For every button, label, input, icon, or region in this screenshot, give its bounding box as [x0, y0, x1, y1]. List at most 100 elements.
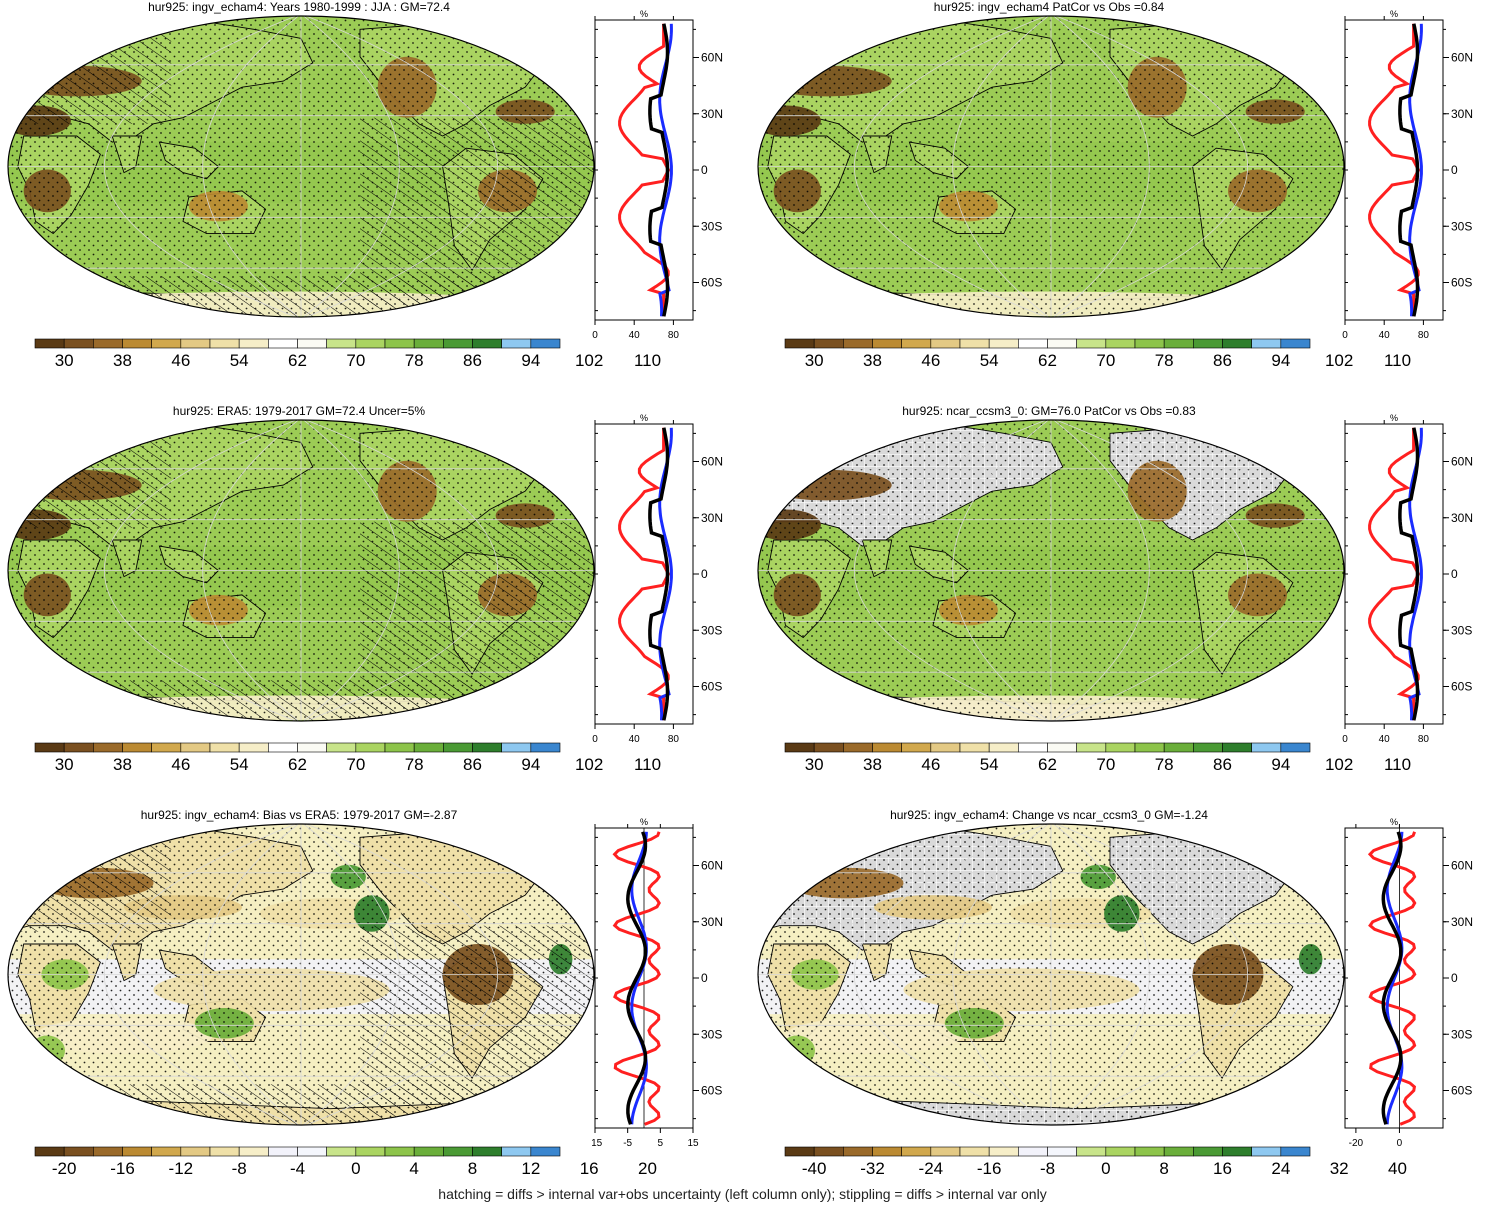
colorbar-label: 78: [1154, 351, 1174, 370]
zonal-unit: %: [640, 817, 648, 827]
colorbar-label: 16: [1213, 1159, 1232, 1178]
zonal-xtick-label: 0: [1342, 330, 1348, 341]
panel-title: hur925: ncar_ccsm3_0: GM=76.0 PatCor vs …: [902, 404, 1196, 418]
colorbar-swatch: [326, 742, 357, 753]
zonal-xtick-label: 15: [687, 1138, 699, 1149]
zonal-ytick-label: 30S: [1451, 623, 1472, 637]
colorbar-label: 110: [1383, 351, 1412, 370]
zonal-unit: %: [1390, 413, 1398, 423]
map-panel: [7, 15, 595, 318]
colorbar-swatch: [1018, 338, 1048, 349]
colorbar-swatch: [1163, 338, 1194, 349]
zonal-ytick-label: 60S: [1451, 680, 1472, 694]
colorbar-swatch: [501, 742, 532, 753]
colorbar-swatch: [472, 338, 502, 349]
colorbar-swatch: [297, 338, 327, 349]
colorbar-label: 78: [404, 351, 424, 370]
colorbar-swatch: [34, 1146, 65, 1157]
colorbar-swatch: [93, 742, 123, 753]
colorbar-label: 78: [404, 755, 424, 774]
colorbar-swatch: [268, 338, 298, 349]
zonal-line-blue: [658, 427, 673, 721]
colorbar-swatch: [238, 742, 269, 753]
colorbar-label: 38: [863, 755, 882, 774]
colorbar-swatch: [1222, 338, 1252, 349]
colorbar-swatch: [784, 1146, 815, 1157]
zonal-xtick-label: 40: [1379, 330, 1391, 341]
colorbar-swatch: [1105, 338, 1136, 349]
zonal-ytick-label: 0: [1451, 567, 1458, 581]
colorbar-label: 54: [229, 755, 249, 774]
colorbar-label: 110: [633, 351, 662, 370]
colorbar-label: -24: [918, 1159, 944, 1178]
zonal-ytick-label: 30N: [701, 915, 723, 929]
colorbar-swatch: [180, 1146, 211, 1157]
colorbar-swatch: [443, 742, 473, 753]
colorbar-swatch: [501, 338, 532, 349]
panel-title: hur925: ingv_echam4: Change vs ncar_ccsm…: [890, 808, 1208, 822]
colorbar-label: 62: [288, 755, 307, 774]
colorbar-label: 40: [1388, 1159, 1407, 1178]
zonal-line-black: [626, 831, 648, 1125]
panel-title: hur925: ingv_echam4 PatCor vs Obs =0.84: [933, 0, 1165, 14]
colorbar-swatch: [413, 1146, 444, 1157]
colorbar-swatch: [1105, 742, 1136, 753]
colorbar-label: -12: [168, 1159, 194, 1178]
colorbar-label: 38: [113, 755, 132, 774]
panel-5: hur925: ingv_echam4: Bias vs ERA5: 1979-…: [0, 808, 742, 1212]
zonal-mean-profile: % 60N 30N 0 30S 60S 0 40 80: [592, 413, 723, 745]
colorbar-label: 102: [574, 755, 604, 774]
colorbar-swatch: [384, 742, 415, 753]
colorbar-label: 0: [351, 1159, 361, 1178]
zonal-ytick-label: 0: [1451, 163, 1458, 177]
colorbar-swatch: [1280, 338, 1311, 349]
zonal-ytick-label: 60N: [701, 859, 723, 873]
zonal-mean-profile: % 60N 30N 0 30S 60S -20 0: [1344, 817, 1473, 1149]
colorbar-swatch: [122, 338, 152, 349]
zonal-mean-profile: % 60N 30N 0 30S 60S 0 40 80: [1342, 413, 1473, 745]
colorbar-swatch: [813, 742, 844, 753]
land-greenland: [500, 19, 550, 46]
colorbar-swatch: [872, 1146, 902, 1157]
colorbar-swatch: [209, 1146, 240, 1157]
colorbar-label: -4: [289, 1159, 306, 1178]
colorbar-swatch: [872, 742, 902, 753]
colorbar-swatch: [1018, 742, 1048, 753]
colorbar-swatch: [443, 338, 473, 349]
zonal-unit: %: [1390, 817, 1398, 827]
colorbar-swatch: [1251, 1146, 1282, 1157]
colorbar-swatch: [151, 1146, 182, 1157]
colorbar-label: 86: [1213, 755, 1232, 774]
colorbar-swatch: [784, 742, 815, 753]
colorbar: [784, 1146, 1311, 1157]
colorbar-label: 78: [1154, 755, 1174, 774]
colorbar-swatch: [209, 338, 240, 349]
colorbar-label: 0: [1101, 1159, 1111, 1178]
land-greenland: [1250, 19, 1300, 46]
zonal-ytick-label: 60S: [1451, 276, 1472, 290]
zonal-ytick-label: 60N: [1451, 455, 1473, 469]
colorbar-swatch: [34, 338, 65, 349]
colorbar-label: -16: [110, 1159, 135, 1178]
colorbar-swatch: [1193, 742, 1223, 753]
zonal-xtick-label: 0: [1397, 1138, 1403, 1149]
zonal-ytick-label: 60S: [701, 1084, 722, 1098]
colorbar-swatch: [930, 742, 961, 753]
colorbar-swatch: [843, 1146, 873, 1157]
colorbar-swatch: [122, 742, 152, 753]
colorbar-swatch: [1134, 1146, 1165, 1157]
colorbar-swatch: [180, 338, 211, 349]
zonal-ytick-label: 0: [701, 567, 708, 581]
land-greenland: [500, 827, 550, 854]
colorbar-label: 32: [1329, 1159, 1349, 1178]
colorbar-swatch: [813, 338, 844, 349]
colorbar-swatch: [988, 338, 1019, 349]
colorbar-label: 46: [921, 351, 941, 370]
colorbar-swatch: [1134, 338, 1165, 349]
zonal-line-black: [648, 427, 670, 721]
colorbar-swatch: [988, 1146, 1019, 1157]
zonal-ytick-label: 30S: [1451, 219, 1472, 233]
colorbar-swatch: [1193, 338, 1223, 349]
colorbar-swatch: [93, 1146, 123, 1157]
colorbar-swatch: [326, 1146, 357, 1157]
